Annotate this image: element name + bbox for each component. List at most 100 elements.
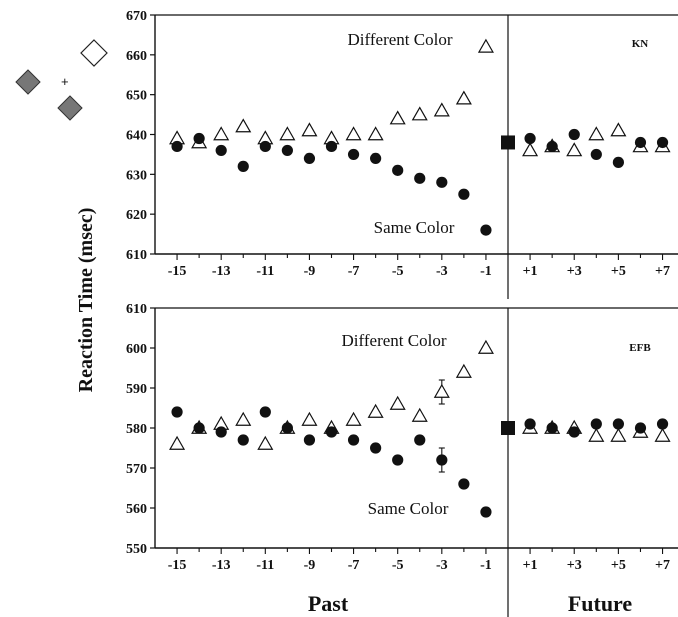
y-tick-label: 550 bbox=[126, 542, 147, 557]
x-tick-label: +1 bbox=[523, 558, 538, 573]
panel-kn: 610 620 630 640 650 660 670 -15 -13 -11 -9 -7 -5 -3 -1… bbox=[126, 9, 678, 299]
y-tick-label: 650 bbox=[126, 89, 147, 104]
annotation-different-color: Different Color bbox=[342, 331, 447, 350]
different-color-point bbox=[433, 383, 450, 398]
x-tick-label: -5 bbox=[392, 264, 404, 279]
different-color-point bbox=[389, 110, 406, 125]
same-color-point bbox=[347, 148, 360, 161]
same-color-point bbox=[546, 140, 558, 153]
same-color-point bbox=[325, 140, 338, 153]
different-color-point bbox=[257, 435, 274, 450]
x-tick-label: -9 bbox=[304, 264, 316, 279]
same-color-point bbox=[347, 434, 360, 446]
same-color-point bbox=[656, 418, 669, 430]
same-color-point bbox=[237, 434, 249, 446]
same-color-point bbox=[436, 454, 448, 466]
y-axis-label: Reaction Time (msec) bbox=[75, 208, 97, 393]
same-color-point bbox=[634, 422, 647, 434]
same-color-point bbox=[414, 434, 426, 446]
same-color-point bbox=[590, 418, 602, 430]
same-color-point bbox=[612, 156, 624, 168]
x-tick-label: -13 bbox=[212, 558, 231, 573]
different-color-point bbox=[301, 411, 318, 426]
same-color-point bbox=[370, 442, 382, 454]
different-color-point bbox=[433, 102, 450, 117]
y-tick-label: 570 bbox=[126, 462, 147, 477]
same-color-point bbox=[325, 426, 338, 438]
same-color-point bbox=[568, 128, 580, 141]
same-color-point bbox=[281, 144, 293, 157]
x-tick-label: +3 bbox=[567, 558, 582, 573]
different-color-point bbox=[588, 427, 605, 442]
x-tick-label: +7 bbox=[655, 264, 670, 279]
x-tick-label: -7 bbox=[348, 558, 360, 573]
x-tick-label: -15 bbox=[168, 264, 187, 279]
same-color-point bbox=[634, 136, 647, 149]
annotation-different-color: Different Color bbox=[348, 30, 453, 49]
same-color-point bbox=[215, 144, 227, 157]
same-color-point bbox=[480, 506, 492, 518]
y-tick-label: 630 bbox=[126, 168, 147, 183]
same-color-point bbox=[392, 164, 404, 176]
same-color-point bbox=[458, 188, 470, 200]
different-color-point bbox=[301, 122, 318, 137]
same-color-point bbox=[656, 136, 669, 149]
different-color-point bbox=[367, 126, 384, 141]
x-tick-label: +3 bbox=[567, 264, 582, 279]
x-tick-label: +5 bbox=[611, 558, 626, 573]
y-tick-label: 590 bbox=[126, 382, 147, 397]
subject-label: KN bbox=[632, 38, 649, 50]
same-color-point bbox=[414, 172, 426, 184]
x-tick-label: -3 bbox=[436, 264, 448, 279]
x-tick-label: -11 bbox=[256, 264, 274, 279]
different-color-point bbox=[411, 407, 428, 422]
same-color-point bbox=[612, 418, 624, 430]
panel-efb: 550 560 570 580 590 600 610 -15 -13 -11 -9 -7 -5 -3 -1… bbox=[126, 302, 678, 617]
subject-label: EFB bbox=[629, 342, 651, 354]
x-tick-label: +1 bbox=[523, 264, 538, 279]
same-color-point bbox=[590, 148, 602, 161]
same-color-point bbox=[237, 160, 249, 172]
different-color-point bbox=[477, 339, 494, 354]
same-color-point bbox=[193, 132, 205, 145]
different-color-point bbox=[169, 435, 186, 450]
different-color-point bbox=[345, 126, 362, 141]
different-color-point bbox=[522, 142, 539, 157]
different-color-point bbox=[477, 38, 494, 53]
same-color-point bbox=[568, 426, 580, 438]
x-tick-label: -1 bbox=[480, 264, 492, 279]
same-color-point bbox=[171, 406, 183, 418]
different-color-point bbox=[610, 122, 627, 137]
annotation-same-color: Same Color bbox=[368, 499, 449, 518]
different-color-point bbox=[411, 106, 428, 121]
y-tick-label: 640 bbox=[126, 129, 147, 144]
same-color-point bbox=[193, 422, 205, 434]
y-tick-label: 620 bbox=[126, 208, 147, 223]
same-color-point bbox=[215, 426, 227, 438]
x-tick-label: +7 bbox=[655, 558, 670, 573]
x-axis-label-future: Future bbox=[568, 591, 633, 616]
y-tick-label: 610 bbox=[126, 248, 147, 263]
gray-diamond-left bbox=[15, 69, 41, 95]
x-tick-label: -1 bbox=[480, 558, 492, 573]
x-tick-label: +5 bbox=[611, 264, 626, 279]
same-color-point bbox=[171, 140, 183, 153]
inset-plus: + bbox=[61, 74, 69, 89]
x-tick-label: -15 bbox=[168, 558, 187, 573]
same-color-point bbox=[303, 434, 316, 446]
same-color-point bbox=[392, 454, 404, 466]
zero-lag-point bbox=[501, 421, 515, 435]
different-color-point bbox=[389, 395, 406, 410]
different-color-point bbox=[455, 363, 472, 378]
x-tick-label: -3 bbox=[436, 558, 448, 573]
different-color-point bbox=[566, 142, 583, 157]
x-tick-label: -7 bbox=[348, 264, 360, 279]
different-color-point bbox=[345, 411, 362, 426]
different-color-point bbox=[235, 411, 252, 426]
same-color-point bbox=[524, 418, 536, 430]
same-color-point bbox=[436, 176, 448, 188]
different-color-point bbox=[279, 126, 296, 141]
gray-diamond-bottom bbox=[57, 95, 83, 121]
x-tick-label: -9 bbox=[304, 558, 316, 573]
y-tick-label: 600 bbox=[126, 342, 147, 357]
